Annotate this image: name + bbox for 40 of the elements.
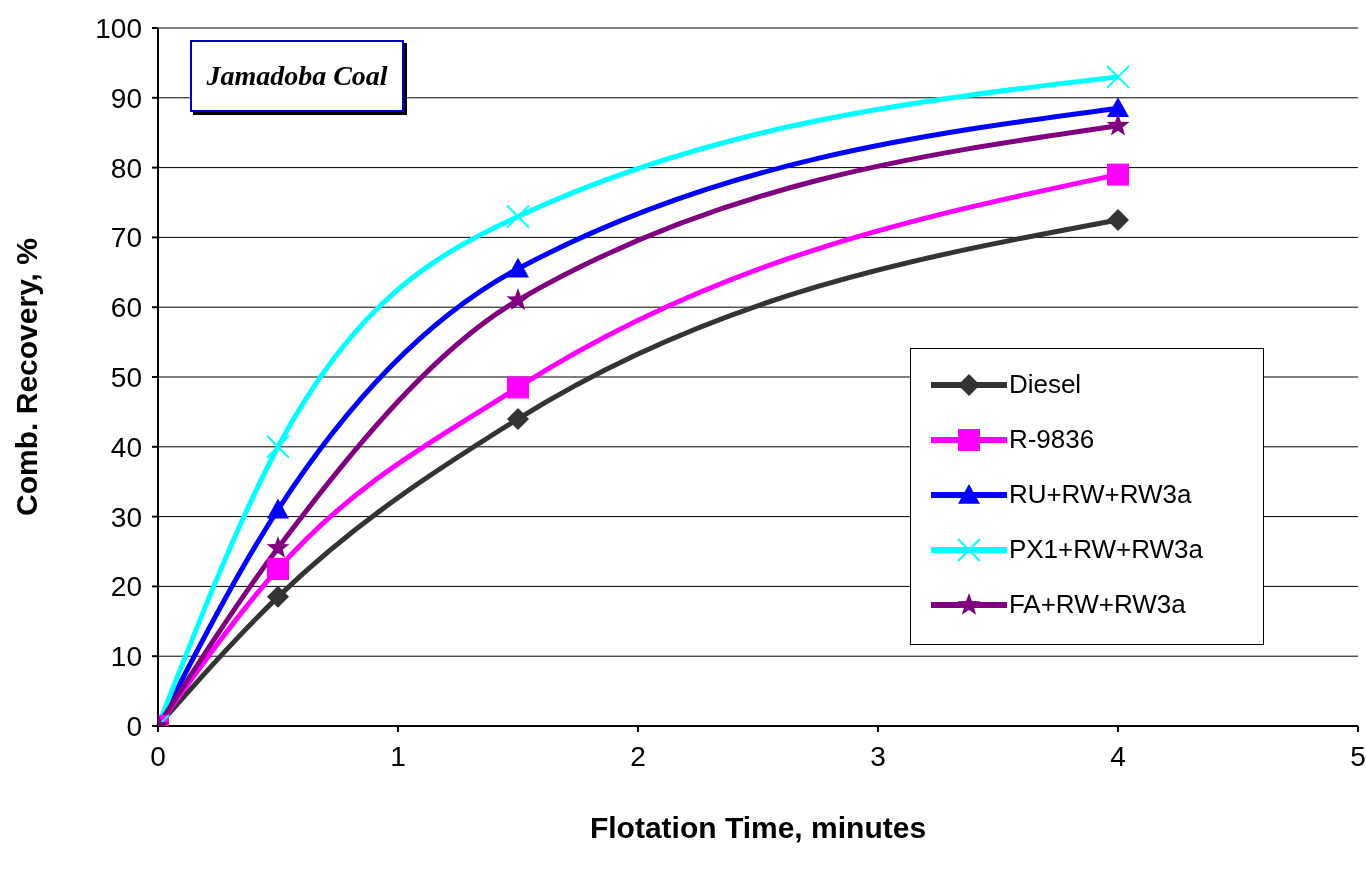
x-axis-title: Flotation Time, minutes	[589, 811, 927, 844]
point	[507, 257, 529, 278]
point	[1107, 163, 1129, 186]
point	[266, 434, 290, 459]
legend-label: RU+RW+RW3a	[1008, 479, 1192, 510]
y-tick-label: 50	[110, 361, 142, 393]
y-tick-label: 10	[110, 641, 142, 673]
legend-label: R-9836	[1008, 424, 1095, 455]
y-tick-label: 30	[110, 501, 142, 533]
x-tick-label: 4	[1110, 740, 1126, 772]
point	[1107, 208, 1129, 231]
point	[506, 288, 530, 311]
point	[267, 498, 289, 519]
point	[507, 407, 529, 430]
y-tick-label: 40	[110, 431, 142, 463]
legend-label: PX1+RW+RW3a	[1008, 534, 1203, 565]
point	[1106, 64, 1130, 89]
y-tick-label: 90	[110, 82, 142, 114]
x-tick-label: 2	[630, 740, 646, 772]
point	[266, 535, 290, 558]
point	[1107, 97, 1129, 118]
y-tick-label: 60	[110, 292, 142, 324]
y-tick-label: 80	[110, 152, 142, 184]
point	[267, 585, 289, 608]
point	[507, 376, 529, 399]
x-tick-label: 1	[390, 740, 406, 772]
annotation: Jamadoba Coal	[190, 40, 404, 112]
y-tick-label: 100	[95, 12, 142, 44]
point	[506, 204, 530, 229]
x-tick-label: 3	[870, 740, 886, 772]
x-tick-label: 0	[150, 740, 166, 772]
y-tick-label: 0	[126, 710, 142, 742]
x-tick-label: 5	[1350, 740, 1366, 772]
y-tick-label: 20	[110, 571, 142, 603]
point	[267, 557, 289, 580]
y-tick-label: 70	[110, 222, 142, 254]
legend-label: FA+RW+RW3a	[1008, 589, 1186, 620]
legend-label: Diesel	[1008, 369, 1082, 400]
point	[1106, 113, 1130, 136]
y-axis-title: Comb. Recovery, %	[9, 238, 43, 516]
